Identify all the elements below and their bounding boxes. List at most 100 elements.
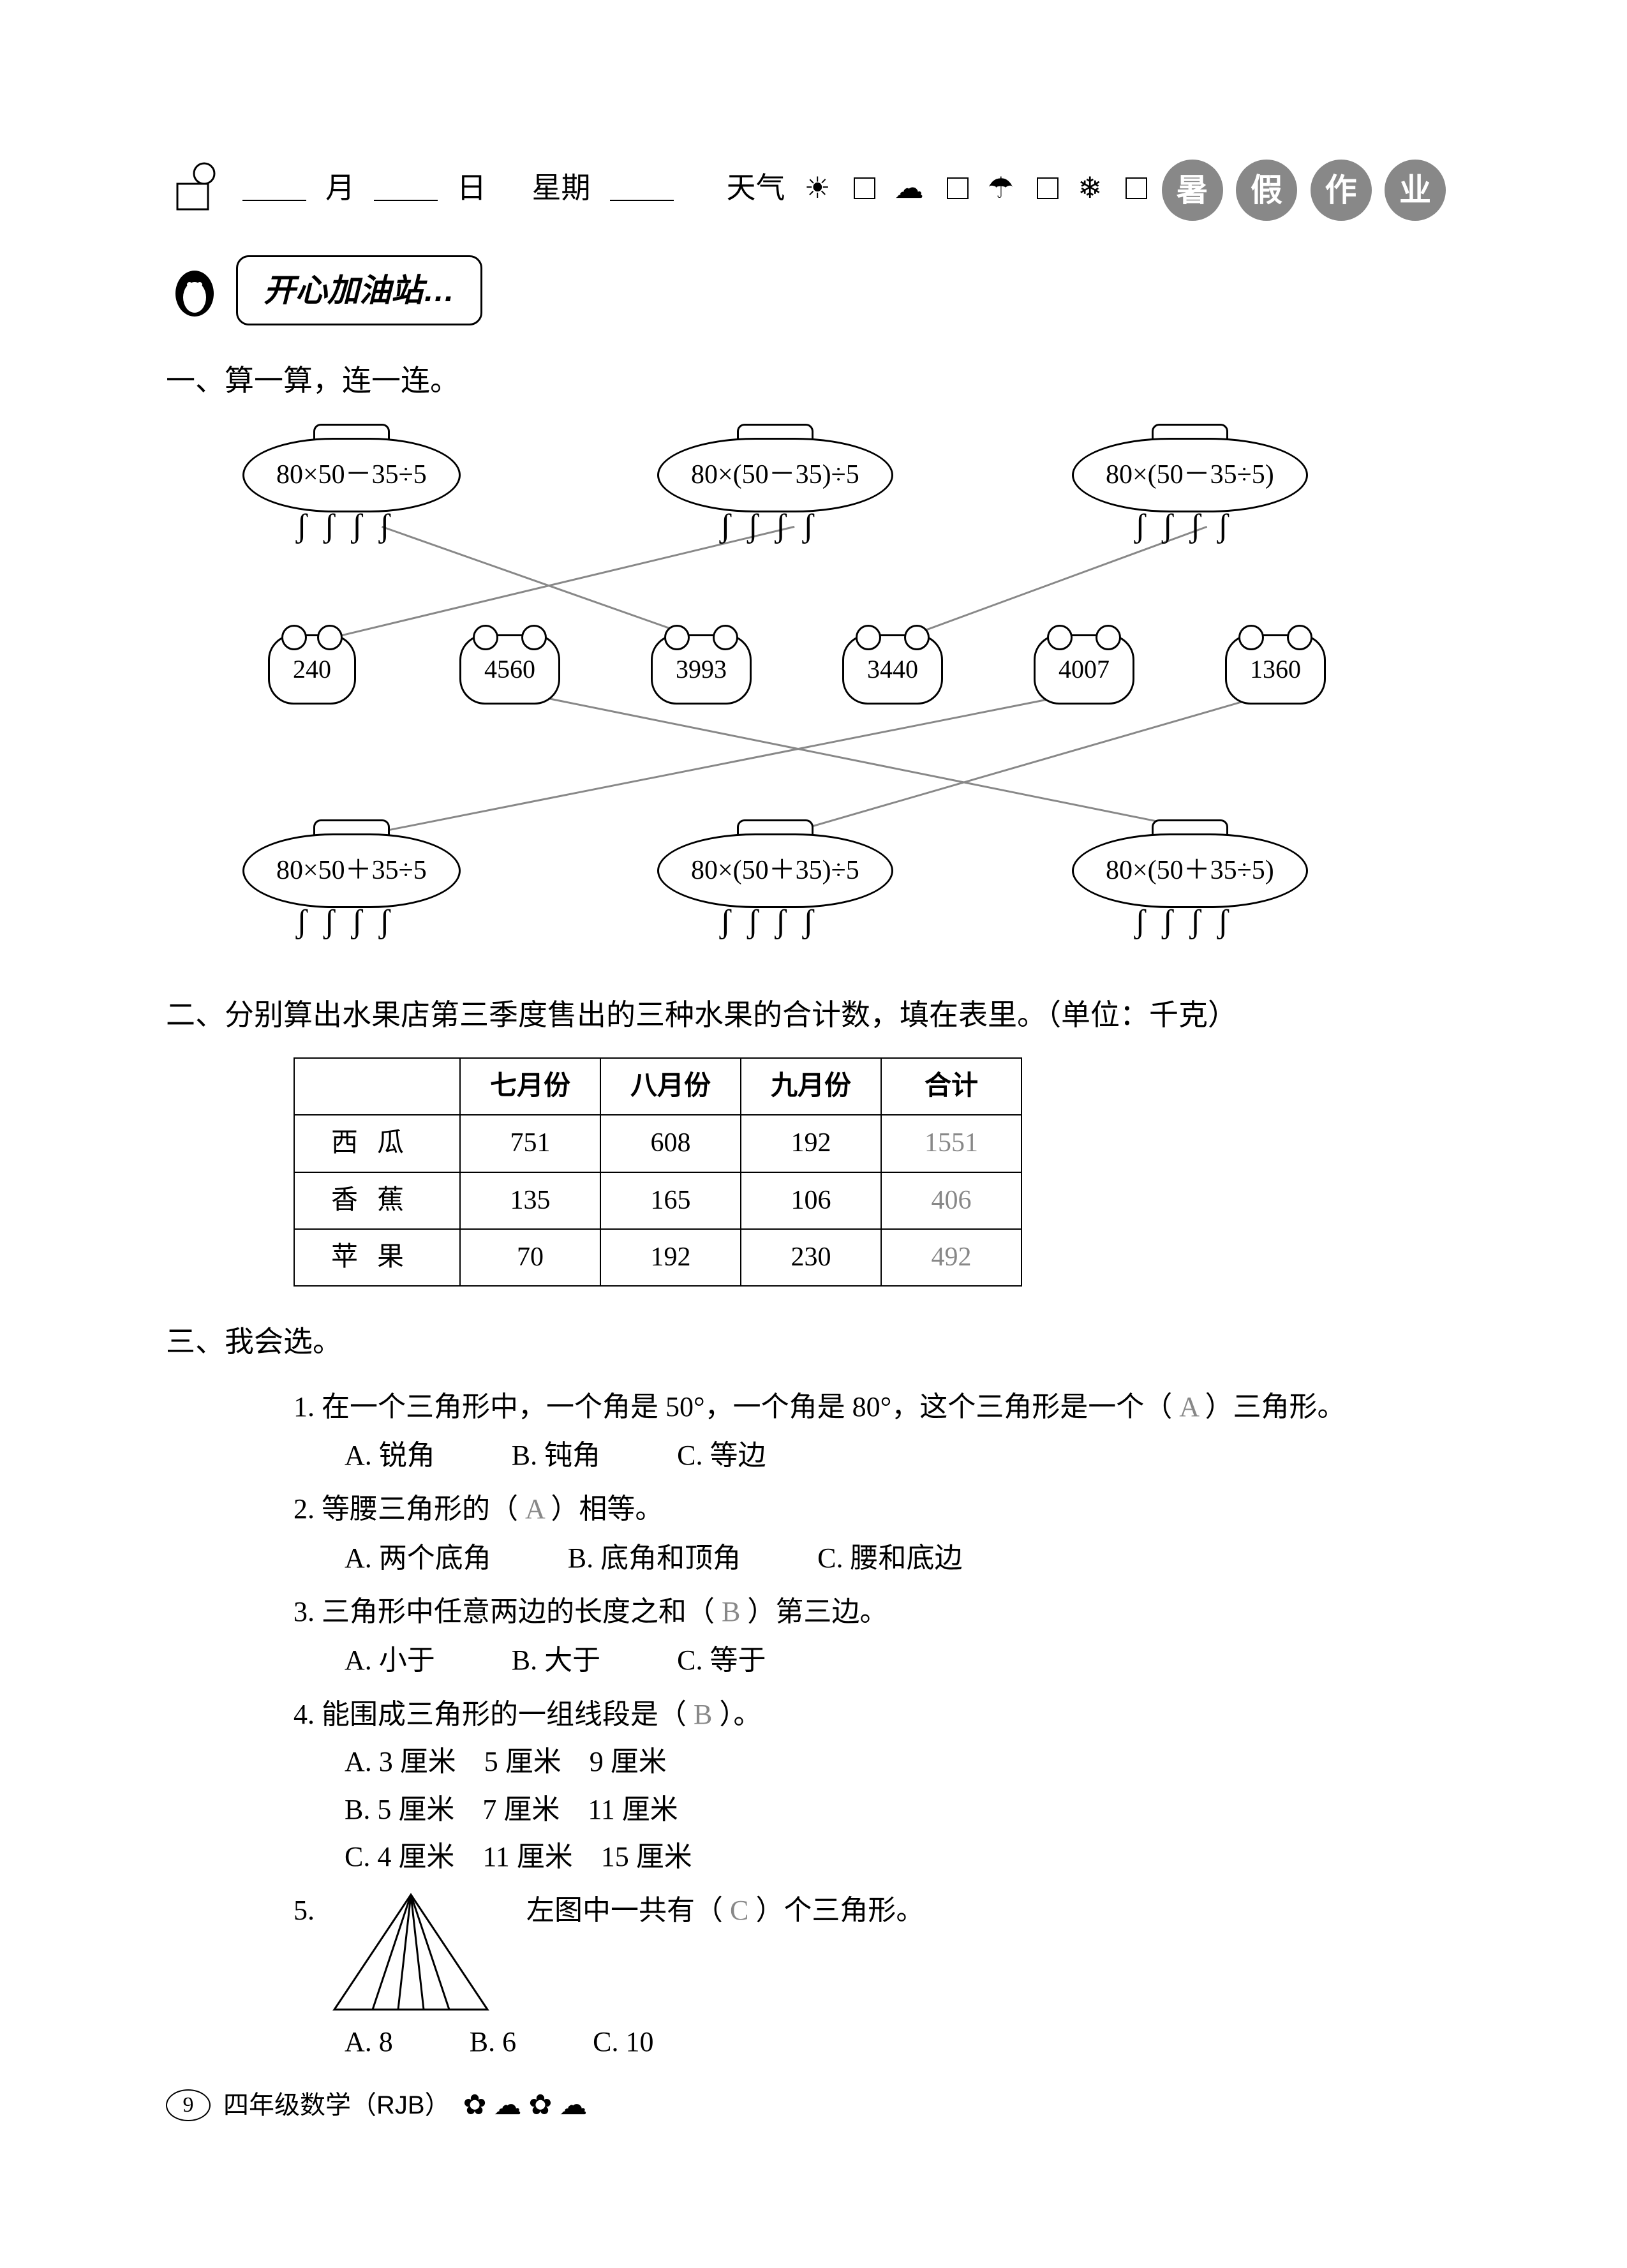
q2-opt-c[interactable]: C. 腰和底边	[817, 1536, 962, 1581]
cloud-value: 4007	[1034, 634, 1134, 705]
section2-title: 二、分别算出水果店第三季度售出的三种水果的合计数，填在表里。（单位：千克）	[166, 992, 1448, 1039]
ufo-expression: 80×(50＋35÷5)	[1072, 833, 1308, 908]
col-july: 七月份	[460, 1058, 600, 1115]
cell-total[interactable]: 406	[881, 1172, 1022, 1229]
day-label: 日	[457, 165, 486, 212]
question-4: 4. 能围成三角形的一组线段是（ B ）。 A. 3 厘米 5 厘米 9 厘米 …	[293, 1692, 1448, 1880]
q4-opt-a[interactable]: A. 3 厘米 5 厘米 9 厘米	[345, 1740, 1448, 1784]
weather-snow-checkbox[interactable]	[1126, 177, 1147, 199]
ufo-expression: 80×(50－35)÷5	[657, 438, 893, 512]
q1-answer[interactable]: A	[1179, 1391, 1198, 1422]
q3-opt-b[interactable]: B. 大于	[512, 1638, 600, 1683]
ufo-legs-icon: ʃʃʃʃ	[657, 906, 893, 939]
q4-opt-c[interactable]: C. 4 厘米 11 厘米 15 厘米	[345, 1835, 1448, 1879]
question-3: 3. 三角形中任意两边的长度之和（ B ）第三边。 A. 小于 B. 大于 C.…	[293, 1590, 1448, 1683]
q3-opt-c[interactable]: C. 等于	[677, 1638, 766, 1683]
ufo-legs-icon: ʃʃʃʃ	[657, 510, 893, 543]
weather-sun-checkbox[interactable]	[854, 177, 875, 199]
station-label: 开心加油站…	[236, 255, 482, 325]
answer-cloud[interactable]: 4007	[1034, 634, 1134, 705]
ufo-expression: 80×50＋35÷5	[242, 833, 461, 908]
section3-title: 三、我会选。	[166, 1318, 1448, 1366]
answer-cloud[interactable]: 4560	[459, 634, 560, 705]
cell: 192	[741, 1115, 881, 1172]
answer-cloud[interactable]: 1360	[1225, 634, 1326, 705]
weather-rain-checkbox[interactable]	[1037, 177, 1059, 199]
badge-char: 假	[1236, 160, 1297, 221]
footer-text: 四年级数学（RJB）	[223, 2085, 450, 2126]
answer-cloud[interactable]: 3993	[651, 634, 752, 705]
answer-cloud[interactable]: 3440	[842, 634, 943, 705]
q4-stem-b: ）。	[719, 1699, 761, 1730]
weather-snow-icon: ❄	[1078, 165, 1103, 212]
month-blank[interactable]	[242, 175, 306, 201]
ufo-bottom-0: 80×50＋35÷5ʃʃʃʃ	[242, 819, 461, 939]
q1-stem-a: 1. 在一个三角形中，一个角是 50°，一个角是 80°，这个三角形是一个（	[293, 1391, 1172, 1422]
page-footer: 9 四年级数学（RJB） ✿ ☁ ✿ ☁	[166, 2083, 587, 2128]
q2-opt-b[interactable]: B. 底角和顶角	[568, 1536, 741, 1581]
weekday-blank[interactable]	[610, 175, 674, 201]
cell: 608	[600, 1115, 741, 1172]
q5-opt-b[interactable]: B. 6	[470, 2020, 516, 2064]
ufo-matching-area: 80×50－35÷5ʃʃʃʃ80×(50－35)÷5ʃʃʃʃ80×(50－35÷…	[204, 424, 1410, 960]
q4-opt-b[interactable]: B. 5 厘米 7 厘米 11 厘米	[345, 1787, 1448, 1832]
col-sep: 九月份	[741, 1058, 881, 1115]
table-row: 香蕉 135 165 106 406	[294, 1172, 1022, 1229]
ufo-top-1: 80×(50－35)÷5ʃʃʃʃ	[657, 424, 893, 543]
q5-stem-b: ）个三角形。	[755, 1895, 924, 1926]
cell: 192	[600, 1229, 741, 1286]
answer-cloud[interactable]: 240	[268, 634, 356, 705]
weather-label: 天气	[727, 165, 785, 212]
q3-stem-a: 3. 三角形中任意两边的长度之和（	[293, 1596, 715, 1627]
cell: 230	[741, 1229, 881, 1286]
cloud-value: 4560	[459, 634, 560, 705]
cell: 106	[741, 1172, 881, 1229]
col-blank	[294, 1058, 460, 1115]
title-badge: 暑 假 作 业	[1159, 160, 1449, 221]
corner-icon	[166, 160, 223, 217]
section1-title: 一、算一算，连一连。	[166, 357, 1448, 405]
q5-stem-a: 左图中一共有（	[526, 1895, 723, 1926]
ufo-legs-icon: ʃʃʃʃ	[1072, 906, 1308, 939]
q4-answer[interactable]: B	[694, 1699, 712, 1730]
q3-answer[interactable]: B	[722, 1596, 740, 1627]
q2-stem-b: ）相等。	[551, 1493, 663, 1525]
q3-opt-a[interactable]: A. 小于	[345, 1638, 435, 1683]
q1-stem-b: ）三角形。	[1205, 1391, 1346, 1422]
badge-char: 暑	[1162, 160, 1223, 221]
questions-block: 1. 在一个三角形中，一个角是 50°，一个角是 80°，这个三角形是一个（ A…	[293, 1385, 1448, 2065]
question-1: 1. 在一个三角形中，一个角是 50°，一个角是 80°，这个三角形是一个（ A…	[293, 1385, 1448, 1479]
ufo-expression: 80×(50－35÷5)	[1072, 438, 1308, 512]
triangle-figure-icon	[328, 1888, 494, 2016]
weather-cloud-icon: ☁	[895, 165, 924, 212]
q5-opt-a[interactable]: A. 8	[345, 2020, 393, 2064]
q2-answer[interactable]: A	[525, 1493, 544, 1525]
q1-opt-a[interactable]: A. 锐角	[345, 1433, 435, 1478]
table-header-row: 七月份 八月份 九月份 合计	[294, 1058, 1022, 1115]
badge-char: 作	[1311, 160, 1372, 221]
weekday-label: 星期	[532, 165, 591, 212]
penguin-icon	[166, 262, 223, 319]
day-blank[interactable]	[374, 175, 438, 201]
station-header: 开心加油站…	[166, 255, 1448, 325]
row-name: 西瓜	[294, 1115, 460, 1172]
weather-sun-icon: ☀	[805, 165, 831, 212]
q1-opt-c[interactable]: C. 等边	[677, 1433, 766, 1478]
page-number: 9	[166, 2089, 211, 2121]
q5-answer[interactable]: C	[730, 1895, 748, 1926]
ufo-top-0: 80×50－35÷5ʃʃʃʃ	[242, 424, 461, 543]
q4-stem-a: 4. 能围成三角形的一组线段是（	[293, 1699, 687, 1730]
cell: 135	[460, 1172, 600, 1229]
fruit-table: 七月份 八月份 九月份 合计 西瓜 751 608 192 1551 香蕉 13…	[293, 1057, 1022, 1287]
row-name: 苹果	[294, 1229, 460, 1286]
cell-total[interactable]: 1551	[881, 1115, 1022, 1172]
q1-opt-b[interactable]: B. 钝角	[512, 1433, 600, 1478]
ufo-bottom-2: 80×(50＋35÷5)ʃʃʃʃ	[1072, 819, 1308, 939]
cloud-value: 3440	[842, 634, 943, 705]
q2-opt-a[interactable]: A. 两个底角	[345, 1536, 491, 1581]
weather-rain-icon: ☂	[988, 165, 1014, 212]
cell-total[interactable]: 492	[881, 1229, 1022, 1286]
q5-opt-c[interactable]: C. 10	[593, 2020, 653, 2064]
ufo-expression: 80×50－35÷5	[242, 438, 461, 512]
weather-cloud-checkbox[interactable]	[947, 177, 969, 199]
